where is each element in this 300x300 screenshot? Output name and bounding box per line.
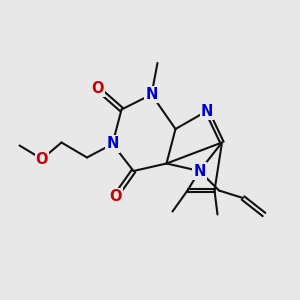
Text: O: O — [91, 81, 104, 96]
Text: N: N — [193, 164, 206, 178]
Text: N: N — [106, 136, 119, 152]
Text: O: O — [109, 189, 122, 204]
Text: N: N — [145, 87, 158, 102]
Text: O: O — [36, 152, 48, 166]
Text: N: N — [201, 103, 213, 118]
